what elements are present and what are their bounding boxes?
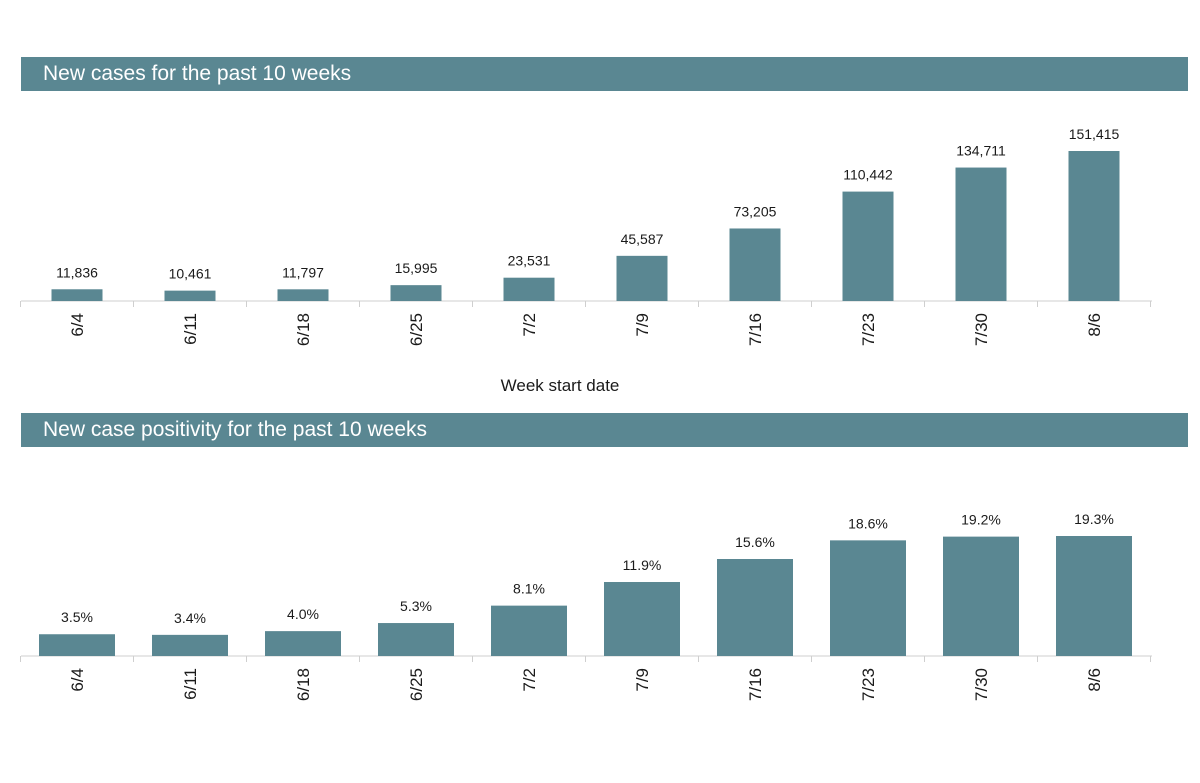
data-label: 10,461 bbox=[169, 266, 212, 282]
data-label: 134,711 bbox=[956, 143, 1006, 159]
x-tick-label: 6/4 bbox=[68, 668, 87, 692]
bar-6-25 bbox=[390, 285, 442, 301]
bar-6-25 bbox=[378, 623, 454, 656]
bar-7-16 bbox=[717, 559, 793, 656]
x-tick-label: 6/18 bbox=[294, 668, 313, 701]
data-label: 73,205 bbox=[734, 203, 777, 219]
x-tick-label: 7/30 bbox=[972, 668, 991, 701]
bar-7-30 bbox=[955, 167, 1007, 301]
x-tick-label: 7/23 bbox=[859, 313, 878, 346]
bar-7-2 bbox=[491, 605, 567, 656]
x-axis-title: Week start date bbox=[501, 376, 620, 395]
data-label: 15,995 bbox=[395, 260, 438, 276]
bar-7-30 bbox=[943, 536, 1019, 656]
bar-6-11 bbox=[152, 634, 228, 656]
chart-title-positivity: New case positivity for the past 10 week… bbox=[21, 413, 1188, 447]
bar-8-6 bbox=[1056, 536, 1132, 656]
bar-7-9 bbox=[616, 255, 668, 301]
data-label: 4.0% bbox=[287, 606, 319, 622]
data-label: 18.6% bbox=[848, 515, 888, 531]
bar-6-18 bbox=[265, 631, 341, 656]
data-label: 3.4% bbox=[174, 610, 206, 626]
data-label: 5.3% bbox=[400, 598, 432, 614]
chart-title-new-cases: New cases for the past 10 weeks bbox=[21, 57, 1188, 91]
data-label: 3.5% bbox=[61, 609, 93, 625]
bar-7-16 bbox=[729, 228, 781, 301]
x-tick-label: 8/6 bbox=[1085, 313, 1104, 337]
bar-6-11 bbox=[164, 290, 216, 301]
x-tick-label: 7/9 bbox=[633, 313, 652, 337]
x-tick-label: 6/11 bbox=[181, 668, 200, 700]
data-label: 45,587 bbox=[621, 231, 664, 247]
bar-7-23 bbox=[830, 540, 906, 656]
data-label: 151,415 bbox=[1069, 126, 1120, 142]
data-label: 11,836 bbox=[56, 264, 98, 280]
x-tick-label: 7/2 bbox=[520, 313, 539, 337]
x-tick-label: 7/2 bbox=[520, 668, 539, 692]
x-tick-label: 8/6 bbox=[1085, 668, 1104, 692]
positivity-bar-chart: 3.5% 6/4 3.4% 6/11 4.0% 6/18 5.3% 6/25 8.1% 7/2 11… bbox=[20, 511, 1152, 701]
x-tick-label: 7/23 bbox=[859, 668, 878, 701]
data-label: 19.3% bbox=[1074, 511, 1114, 527]
data-label: 110,442 bbox=[843, 167, 893, 183]
data-label: 11.9% bbox=[623, 557, 662, 573]
bar-6-4 bbox=[39, 634, 115, 656]
x-tick-label: 6/25 bbox=[407, 313, 426, 346]
data-label: 23,531 bbox=[508, 253, 551, 269]
x-tick-label: 6/4 bbox=[68, 313, 87, 337]
x-tick-label: 6/18 bbox=[294, 313, 313, 346]
bar-8-6 bbox=[1068, 151, 1120, 301]
bar-6-18 bbox=[277, 289, 329, 301]
data-label: 15.6% bbox=[735, 534, 775, 550]
data-label: 11,797 bbox=[282, 264, 324, 280]
x-tick-label: 6/25 bbox=[407, 668, 426, 701]
x-tick-label: 7/16 bbox=[746, 313, 765, 346]
new-cases-bar-chart: 11,836 6/4 10,461 6/11 11,797 6/18 15,995 6/25 2… bbox=[20, 126, 1152, 395]
data-label: 19.2% bbox=[961, 512, 1001, 528]
bar-7-23 bbox=[842, 191, 894, 301]
bar-7-9 bbox=[604, 582, 680, 656]
x-tick-label: 7/16 bbox=[746, 668, 765, 701]
bar-6-4 bbox=[51, 289, 103, 301]
x-tick-label: 6/11 bbox=[181, 313, 200, 345]
x-tick-label: 7/30 bbox=[972, 313, 991, 346]
data-label: 8.1% bbox=[513, 581, 545, 597]
bar-7-2 bbox=[503, 277, 555, 301]
x-tick-label: 7/9 bbox=[633, 668, 652, 692]
